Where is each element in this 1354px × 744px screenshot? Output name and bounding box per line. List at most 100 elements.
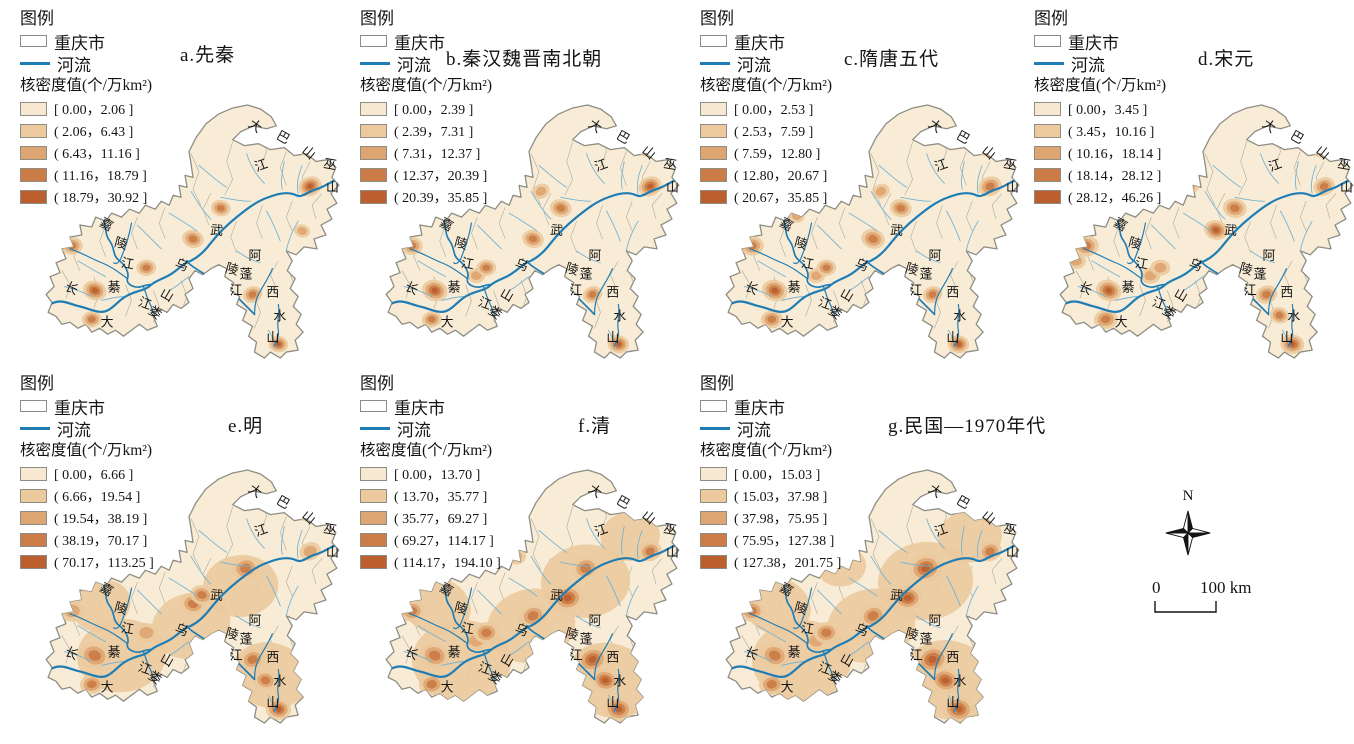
boundary-swatch <box>1034 35 1061 47</box>
boundary-label: 重庆市 <box>1068 33 1119 53</box>
legend-class-swatch <box>20 511 47 525</box>
legend-class-row: [ 0.00，2.06 ] <box>20 98 152 120</box>
panel-legend: 图例 重庆市 河流 核密度值(个/万km²) [ 0.00，3.45 ] ( 3.… <box>1034 8 1166 208</box>
compass-north-label: N <box>1182 488 1194 504</box>
scale-bar: 0 100 km <box>1150 578 1280 613</box>
legend-class-range: [ 0.00，2.53 ] <box>734 103 814 118</box>
legend-class-row: ( 7.31，12.37 ] <box>360 142 492 164</box>
legend-class-swatch <box>360 533 387 547</box>
density-classes: [ 0.00，3.45 ] ( 3.45，10.16 ] ( 10.16，18.14… <box>1034 98 1166 208</box>
legend-class-range: ( 11.16，18.79 ] <box>54 169 147 184</box>
boundary-swatch <box>20 400 47 412</box>
chongqing-map <box>720 467 1022 725</box>
legend-title: 图例 <box>1034 9 1068 28</box>
scale-bar-graphic <box>1154 601 1217 613</box>
legend-class-swatch <box>20 555 47 569</box>
legend-class-row: ( 127.38，201.75 ] <box>700 551 841 573</box>
legend-class-range: ( 18.79，30.92 ] <box>54 191 148 206</box>
boundary-label: 重庆市 <box>54 33 105 53</box>
legend-class-range: ( 3.45，10.16 ] <box>1068 125 1155 140</box>
legend-title: 图例 <box>700 374 734 393</box>
legend-class-swatch <box>1034 102 1061 116</box>
legend-class-row: ( 15.03，37.98 ] <box>700 485 841 507</box>
map-panel-g: 图例 重庆市 河流 核密度值(个/万km²) [ 0.00，15.03 ] ( 1… <box>680 365 1045 737</box>
legend-class-range: ( 12.80，20.67 ] <box>734 169 828 184</box>
legend-class-row: ( 7.59，12.80 ] <box>700 142 832 164</box>
legend-class-range: [ 0.00，13.70 ] <box>394 468 481 483</box>
density-title: 核密度值(个/万km²) <box>700 77 833 94</box>
boundary-swatch <box>360 35 387 47</box>
legend-class-range: ( 70.17，113.25 ] <box>54 556 154 571</box>
legend-class-row: [ 0.00，2.39 ] <box>360 98 492 120</box>
legend-class-range: ( 15.03，37.98 ] <box>734 490 828 505</box>
boundary-label: 重庆市 <box>734 398 785 418</box>
legend-class-range: ( 114.17，194.10 ] <box>394 556 501 571</box>
legend-class-swatch <box>700 533 727 547</box>
legend-class-swatch <box>20 533 47 547</box>
legend-class-range: ( 2.53，7.59 ] <box>734 125 814 140</box>
legend-class-range: ( 18.14，28.12 ] <box>1068 169 1162 184</box>
legend-class-range: ( 19.54，38.19 ] <box>54 512 148 527</box>
legend-class-row: [ 0.00，3.45 ] <box>1034 98 1166 120</box>
legend-boundary-row: 重庆市 <box>20 30 152 53</box>
river-label: 河流 <box>737 420 771 440</box>
legend-title: 图例 <box>700 9 734 28</box>
legend-class-row: ( 37.98，75.95 ] <box>700 507 841 529</box>
density-title: 核密度值(个/万km²) <box>360 442 493 459</box>
density-blobs <box>61 137 322 353</box>
chongqing-map <box>40 102 342 360</box>
panel-title: g.民国—1970年代 <box>888 416 1047 437</box>
density-classes: [ 0.00，2.53 ] ( 2.53，7.59 ] ( 7.59，12.80 ]… <box>700 98 832 208</box>
legend-class-row: ( 69.27，114.17 ] <box>360 529 501 551</box>
legend-class-swatch <box>20 190 47 204</box>
chongqing-map <box>1054 102 1354 360</box>
map-panel-a: 图例 重庆市 河流 核密度值(个/万km²) [ 0.00，2.06 ] ( 2.… <box>0 0 340 372</box>
legend-title: 图例 <box>360 9 394 28</box>
legend-class-swatch <box>360 168 387 182</box>
legend-class-swatch <box>360 511 387 525</box>
legend-class-range: ( 20.67，35.85 ] <box>734 191 828 206</box>
legend-class-row: [ 0.00，15.03 ] <box>700 463 841 485</box>
panel-title: a.先秦 <box>180 45 236 66</box>
legend-class-row: ( 3.45，10.16 ] <box>1034 120 1166 142</box>
legend-class-swatch <box>700 168 727 182</box>
legend-class-row: ( 2.39，7.31 ] <box>360 120 492 142</box>
map-panel-c: 图例 重庆市 河流 核密度值(个/万km²) [ 0.00，2.53 ] ( 2.… <box>680 0 1020 372</box>
legend-class-swatch <box>360 489 387 503</box>
legend-class-row: ( 114.17，194.10 ] <box>360 551 501 573</box>
legend-class-range: [ 0.00，6.66 ] <box>54 468 134 483</box>
legend-class-swatch <box>1034 190 1061 204</box>
legend-class-swatch <box>700 511 727 525</box>
legend-class-row: ( 10.16，18.14 ] <box>1034 142 1166 164</box>
compass-rose: N <box>1160 488 1216 564</box>
legend-class-range: ( 20.39，35.85 ] <box>394 191 488 206</box>
legend-class-swatch <box>700 489 727 503</box>
river-line-swatch <box>1034 61 1064 65</box>
legend-class-row: ( 6.43，11.16 ] <box>20 142 152 164</box>
compass-star-icon <box>1165 510 1211 556</box>
legend-class-range: ( 37.98，75.95 ] <box>734 512 828 527</box>
boundary-swatch <box>20 35 47 47</box>
legend-class-swatch <box>20 467 47 481</box>
legend-river-row: 河流 <box>700 52 832 75</box>
legend-river-row: 河流 <box>20 417 154 440</box>
legend-class-swatch <box>700 467 727 481</box>
legend-class-row: ( 35.77，69.27 ] <box>360 507 501 529</box>
legend-class-range: ( 6.43，11.16 ] <box>54 147 140 162</box>
legend-boundary-row: 重庆市 <box>360 395 501 418</box>
legend-title: 图例 <box>360 374 394 393</box>
density-title: 核密度值(个/万km²) <box>1034 77 1167 94</box>
boundary-label: 重庆市 <box>394 398 445 418</box>
legend-class-swatch <box>360 467 387 481</box>
legend-class-row: ( 18.14，28.12 ] <box>1034 164 1166 186</box>
river-line-swatch <box>700 61 730 65</box>
legend-class-swatch <box>20 489 47 503</box>
legend-boundary-row: 重庆市 <box>700 395 841 418</box>
legend-class-row: ( 28.12，46.26 ] <box>1034 186 1166 208</box>
river-label: 河流 <box>1071 55 1105 75</box>
chongqing-map <box>720 102 1022 360</box>
legend-class-swatch <box>700 102 727 116</box>
legend-class-swatch <box>360 102 387 116</box>
map-panel-b: 图例 重庆市 河流 核密度值(个/万km²) [ 0.00，2.39 ] ( 2.… <box>340 0 680 372</box>
scale-zero-label: 0 <box>1152 578 1161 597</box>
